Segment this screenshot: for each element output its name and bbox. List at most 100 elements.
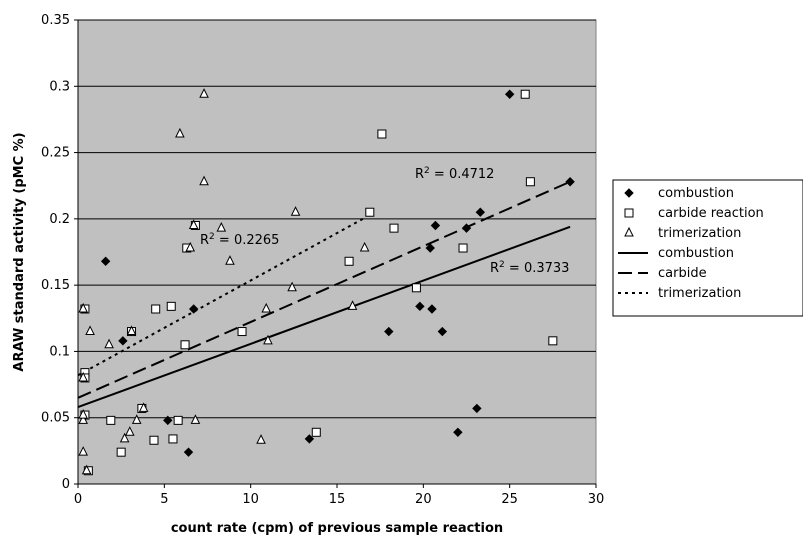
x-tick-label-6: 30 xyxy=(588,492,605,507)
point-combustion-11 xyxy=(437,326,448,337)
point-trimerization-12 xyxy=(138,402,149,412)
point-trimerization-7 xyxy=(104,338,114,349)
x-tick-label-5: 25 xyxy=(501,492,518,507)
point-combustion-2 xyxy=(163,415,173,426)
legend-label-trimerization-line: trimerization xyxy=(658,286,741,301)
point-trimerization-21 xyxy=(256,434,266,444)
point-trimerization-23 xyxy=(263,334,273,345)
point-trimerization-13 xyxy=(175,127,185,138)
point-combustion-16 xyxy=(504,89,515,99)
y-axis-label: ARAW standard activity (pMC %) xyxy=(12,132,27,371)
point-trimerization-25 xyxy=(290,206,301,216)
point-trimerization-5 xyxy=(81,464,92,475)
point-carbide-reaction-9 xyxy=(149,435,159,445)
point-trimerization-0 xyxy=(78,302,88,313)
y-tick-label-3: 0.15 xyxy=(41,278,70,293)
point-carbide-reaction-19 xyxy=(344,256,354,266)
y-tick-label-0: 0 xyxy=(62,477,70,492)
point-combustion-7 xyxy=(415,301,425,312)
point-combustion-13 xyxy=(461,223,472,233)
point-trimerization-22 xyxy=(261,302,272,313)
x-axis-label: count rate (cpm) of previous sample reac… xyxy=(171,521,503,536)
point-carbide-reaction-18 xyxy=(311,427,321,437)
point-trimerization-4 xyxy=(78,446,88,456)
r2-label-combustion: R2 = 0.3733 xyxy=(490,260,569,276)
point-carbide-reaction-25 xyxy=(520,89,530,99)
point-combustion-0 xyxy=(100,256,111,266)
x-tick-label-4: 20 xyxy=(415,492,432,507)
x-tick-label-3: 15 xyxy=(329,492,346,507)
point-trimerization-17 xyxy=(199,88,209,98)
data-points xyxy=(78,88,575,476)
y-tick-label-5: 0.25 xyxy=(41,146,70,161)
r2-label-trimerization: R2 = 0.2265 xyxy=(200,232,279,248)
point-trimerization-8 xyxy=(119,432,130,443)
legend-label-carbide-reaction: carbide reaction xyxy=(658,206,764,221)
point-carbide-reaction-5 xyxy=(106,415,116,425)
point-combustion-6 xyxy=(384,326,394,337)
tick-labels: 0 0.05 0.1 0.15 0.2 0.25 0.3 0.35 0 5 10 15 20 25 30 xyxy=(41,13,604,507)
y-tick-label-6: 0.3 xyxy=(49,79,70,94)
point-carbide-reaction-10 xyxy=(151,304,161,314)
y-tick-label-7: 0.35 xyxy=(41,13,70,28)
point-combustion-14 xyxy=(472,403,482,414)
point-trimerization-16 xyxy=(190,414,201,424)
point-combustion-3 xyxy=(183,447,194,457)
legend-marker-combustion xyxy=(624,188,634,198)
point-trimerization-26 xyxy=(347,300,358,310)
legend-label-trimerization: trimerization xyxy=(658,226,741,241)
point-combustion-8 xyxy=(425,243,435,253)
point-trimerization-24 xyxy=(287,281,297,292)
point-trimerization-6 xyxy=(85,325,95,336)
point-carbide-reaction-17 xyxy=(237,327,247,337)
legend-label-combustion: combustion xyxy=(658,186,734,201)
point-combustion-1 xyxy=(118,336,128,346)
point-combustion-5 xyxy=(304,434,315,444)
point-trimerization-3 xyxy=(78,408,88,419)
legend: combustion carbide reaction trimerization c… xyxy=(612,179,803,317)
point-combustion-15 xyxy=(475,207,486,217)
point-carbide-reaction-13 xyxy=(173,415,183,425)
x-tick-label-2: 10 xyxy=(242,492,259,507)
r2-label-carbide: R2 = 0.4712 xyxy=(415,166,494,182)
trendline-trimerization-dotted xyxy=(77,217,364,377)
point-carbide-reaction-12 xyxy=(168,434,178,444)
point-carbide-reaction-27 xyxy=(548,336,558,346)
point-carbide-reaction-14 xyxy=(180,340,190,350)
legend-box xyxy=(612,179,803,317)
trendline-combustion-solid xyxy=(77,225,571,409)
point-carbide-reaction-26 xyxy=(525,177,535,187)
point-trimerization-11 xyxy=(131,414,142,424)
point-combustion-4 xyxy=(188,304,199,314)
point-trimerization-10 xyxy=(126,325,137,336)
point-trimerization-1 xyxy=(78,371,88,382)
point-combustion-10 xyxy=(430,220,441,231)
point-trimerization-19 xyxy=(216,222,227,232)
trendlines xyxy=(77,180,571,409)
point-trimerization-2 xyxy=(78,414,88,424)
y-tick-label-2: 0.1 xyxy=(49,344,70,359)
point-carbide-reaction-6 xyxy=(116,447,126,457)
plot-area xyxy=(77,19,597,485)
point-carbide-reaction-20 xyxy=(365,207,375,217)
point-trimerization-18 xyxy=(199,175,209,186)
point-combustion-9 xyxy=(427,304,437,314)
legend-label-carbide-line: carbide xyxy=(658,266,707,281)
r2-labels: R2 = 0.3733 R2 = 0.4712 R2 = 0.2265 xyxy=(200,166,569,276)
point-trimerization-27 xyxy=(359,241,370,252)
point-carbide-reaction-21 xyxy=(377,129,387,139)
y-tick-label-1: 0.05 xyxy=(41,411,70,426)
legend-marker-carbide-reaction xyxy=(624,208,634,218)
point-trimerization-15 xyxy=(188,219,199,229)
point-carbide-reaction-23 xyxy=(411,283,421,293)
trendline-carbide-dashed xyxy=(77,180,571,399)
point-carbide-reaction-22 xyxy=(389,223,399,233)
point-combustion-17 xyxy=(565,177,575,187)
point-trimerization-14 xyxy=(185,241,196,252)
x-tick-label-0: 0 xyxy=(74,492,82,507)
y-tick-label-4: 0.2 xyxy=(49,212,70,227)
point-carbide-reaction-11 xyxy=(166,301,176,311)
x-tick-label-1: 5 xyxy=(160,492,168,507)
point-combustion-12 xyxy=(453,427,463,438)
